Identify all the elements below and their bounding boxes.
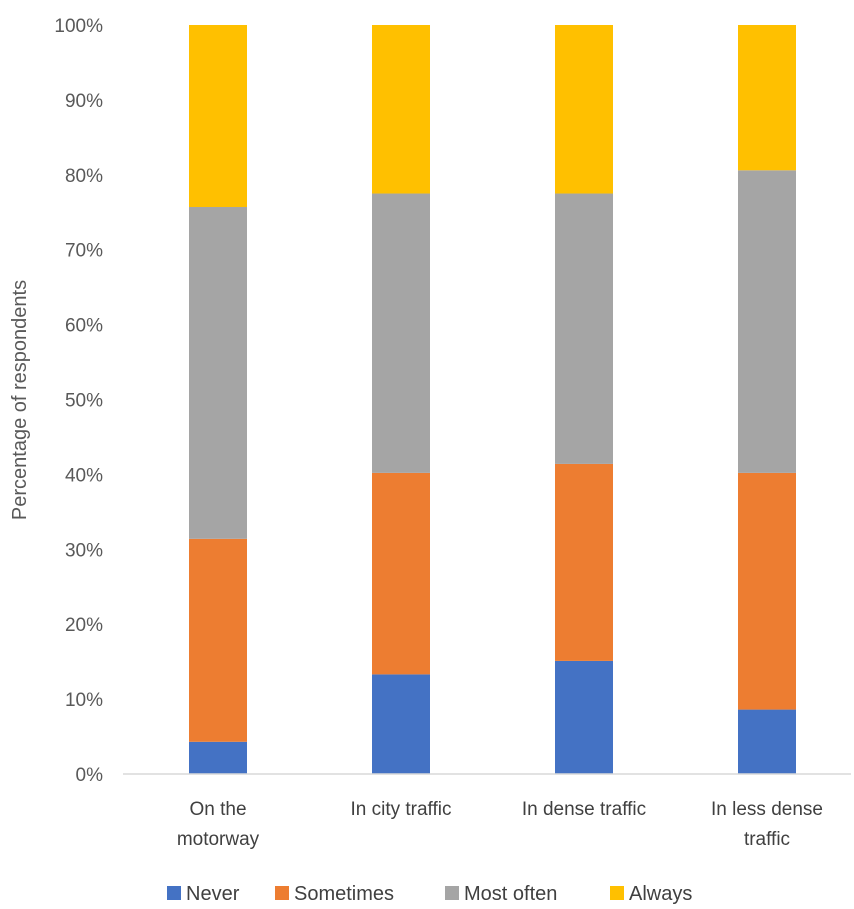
legend-swatch <box>445 886 459 900</box>
legend-swatch <box>167 886 181 900</box>
bar-segment-always <box>738 25 796 171</box>
y-tick-label: 80% <box>65 166 103 187</box>
y-tick-label: 30% <box>65 540 103 561</box>
x-category-label: In dense traffic <box>522 799 646 820</box>
bar-segment-sometimes <box>189 538 247 742</box>
y-axis-label: Percentage of respondents <box>9 280 31 520</box>
bar-segment-always <box>189 25 247 208</box>
y-tick-label: 90% <box>65 91 103 112</box>
bar-segment-most-often <box>738 170 796 473</box>
bar-segment-always <box>372 25 430 194</box>
bar-segment-sometimes <box>555 463 613 661</box>
legend-label: Most often <box>464 883 557 905</box>
bar-segment-never <box>372 674 430 774</box>
legend: Never Sometimes Most often Always <box>167 883 692 905</box>
legend-label: Always <box>629 883 692 905</box>
y-tick-label: 100% <box>54 16 103 37</box>
legend-label: Sometimes <box>294 883 394 905</box>
bar-segment-most-often <box>372 193 430 473</box>
bar-segment-most-often <box>189 207 247 539</box>
bar-segment-never <box>189 741 247 774</box>
y-tick-label: 50% <box>65 391 103 412</box>
x-category-label: traffic <box>744 829 790 850</box>
x-category-label: motorway <box>177 829 260 850</box>
y-tick-label: 10% <box>65 690 103 711</box>
legend-swatch <box>275 886 289 900</box>
y-axis: 0% 10% 20% 30% 40% 50% 60% 70% 80% 90% 100% <box>54 16 103 786</box>
x-category-label: On the <box>189 799 246 820</box>
bar-segment-never <box>555 660 613 774</box>
x-category-label: In less dense <box>711 799 823 820</box>
bar-segment-most-often <box>555 193 613 464</box>
legend-label: Never <box>186 883 240 905</box>
y-tick-label: 40% <box>65 465 103 486</box>
x-category-label: In city traffic <box>350 799 451 820</box>
bar-segment-sometimes <box>372 472 430 675</box>
bars <box>189 25 796 774</box>
legend-swatch <box>610 886 624 900</box>
y-tick-label: 70% <box>65 241 103 262</box>
bar-segment-always <box>555 25 613 194</box>
bar-segment-sometimes <box>738 472 796 710</box>
y-tick-label: 60% <box>65 316 103 337</box>
y-tick-label: 20% <box>65 615 103 636</box>
bar-segment-never <box>738 709 796 774</box>
y-tick-label: 0% <box>76 765 104 786</box>
x-axis-labels: On the motorway In city traffic In dense tr… <box>177 799 823 850</box>
